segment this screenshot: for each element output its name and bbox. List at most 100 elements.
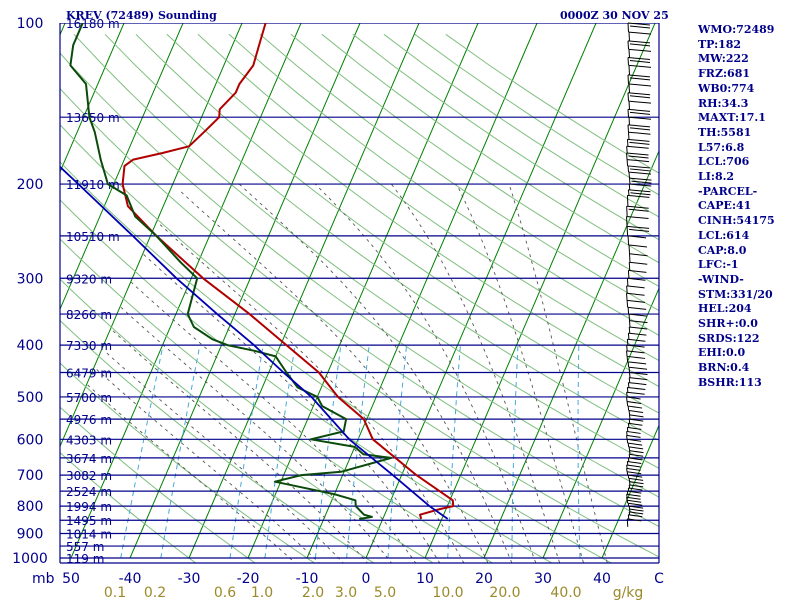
wind-staff	[627, 165, 630, 173]
sounding-datetime: 0000Z 30 NOV 25	[560, 9, 669, 22]
mixing-ratio-label: 0.6	[214, 585, 236, 600]
wind-staff	[628, 414, 631, 420]
wind-staff	[628, 172, 631, 179]
wind-staff	[626, 195, 629, 207]
wind-staff	[626, 146, 628, 154]
wind-barb	[628, 514, 643, 518]
stat-item: LFC:-1	[698, 258, 739, 272]
wind-barb	[629, 508, 644, 512]
temperature-tick-label: 20	[475, 571, 493, 587]
wind-staff	[626, 387, 629, 393]
wind-staff	[627, 406, 630, 411]
dry-adiabat-line	[60, 161, 613, 563]
height-label: 1495 m	[66, 514, 112, 528]
pressure-tick-label: 500	[17, 390, 44, 406]
stat-item: WB0:774	[698, 81, 755, 95]
pressure-tick-label: 900	[17, 527, 44, 543]
mixing-ratio-label: 0.2	[144, 585, 166, 600]
isotherm-line	[70, 23, 302, 559]
dry-adiabat-line	[259, 33, 659, 312]
wind-barb	[629, 414, 644, 418]
wind-barb	[629, 141, 650, 145]
wind-barb	[628, 31, 652, 35]
wind-barb	[627, 22, 651, 26]
wind-staff	[627, 361, 630, 368]
wind-staff	[627, 109, 629, 118]
wind-barb	[628, 244, 648, 248]
wind-barb	[626, 205, 649, 209]
stat-item: MW:222	[698, 52, 749, 66]
wind-staff	[626, 431, 628, 436]
wind-barb	[627, 401, 642, 405]
wind-staff	[627, 74, 629, 84]
wind-barb	[626, 285, 645, 289]
wind-staff	[626, 285, 628, 294]
height-label: 4976 m	[66, 413, 112, 427]
wind-barb	[629, 377, 648, 381]
stat-item: SHR+:0.0	[698, 317, 758, 331]
temperature-tick-label: 0	[362, 571, 371, 587]
wind-staff	[626, 439, 629, 444]
mixing-ratio-line	[447, 345, 461, 559]
wind-barb	[628, 474, 643, 478]
moist-adiabat-line	[87, 384, 296, 563]
wind-barb	[628, 165, 651, 169]
stat-item: L57:6.8	[698, 140, 745, 154]
dry-adiabat-line	[73, 33, 659, 469]
wind-staff	[628, 377, 631, 383]
stat-item: WMO:72489	[698, 23, 775, 36]
wind-staff	[628, 32, 630, 41]
wind-staff	[627, 382, 630, 388]
mixing-ratio-label: 3.0	[335, 585, 357, 600]
dry-adiabat-line	[228, 33, 659, 336]
wind-barb	[626, 292, 645, 296]
moist-adiabat-line	[93, 366, 320, 563]
wind-staff	[629, 481, 631, 485]
mixing-ratio-label: 20.0	[489, 585, 520, 600]
wind-staff	[628, 314, 631, 321]
wind-barb	[629, 418, 644, 422]
stat-item: MAXT:17.1	[698, 111, 766, 125]
wind-staff	[628, 117, 630, 125]
stat-item: CAPE:41	[698, 199, 752, 213]
wind-staff	[628, 262, 631, 271]
moist-adiabat-line	[314, 183, 537, 563]
wind-barb	[628, 235, 647, 239]
dry-adiabat-line	[60, 406, 256, 563]
wind-staff	[628, 244, 631, 254]
wind-staff	[626, 471, 629, 476]
wind-staff	[628, 446, 631, 451]
wind-barb	[628, 332, 647, 336]
wind-barb	[629, 183, 652, 187]
stat-item: SRDS:122	[698, 331, 760, 345]
wind-barb	[629, 43, 651, 47]
dry-adiabat-line	[135, 33, 659, 414]
isotherm-line	[60, 23, 243, 448]
wind-staff	[627, 40, 629, 50]
wind-staff	[627, 475, 630, 479]
wind-barb	[627, 225, 650, 229]
wind-barb	[629, 453, 644, 457]
stat-item: CINH:54175	[698, 214, 775, 228]
wind-staff	[628, 49, 630, 58]
stat-item: TP:182	[698, 37, 742, 51]
dry-adiabat-line	[321, 33, 659, 264]
wind-barb	[627, 355, 646, 359]
wind-staff	[627, 487, 630, 492]
isotherm-line	[247, 23, 479, 559]
wind-staff	[626, 152, 628, 160]
height-label: 13650 m	[66, 111, 120, 125]
pressure-tick-label: 300	[17, 271, 44, 287]
mixing-ratio-label: 2.0	[302, 585, 324, 600]
stat-item: LCL:706	[698, 155, 750, 169]
moist-adiabat-line	[238, 183, 513, 563]
temperature-tick-label: -20	[237, 571, 260, 587]
temperature-tick-label: -10	[296, 571, 319, 587]
wind-barb	[627, 138, 650, 142]
height-label: 7330 m	[66, 339, 112, 353]
dry-adiabat-line	[197, 33, 659, 362]
wind-barb	[626, 430, 641, 434]
height-label: 9320 m	[66, 272, 112, 286]
dry-adiabat-line	[60, 124, 659, 558]
